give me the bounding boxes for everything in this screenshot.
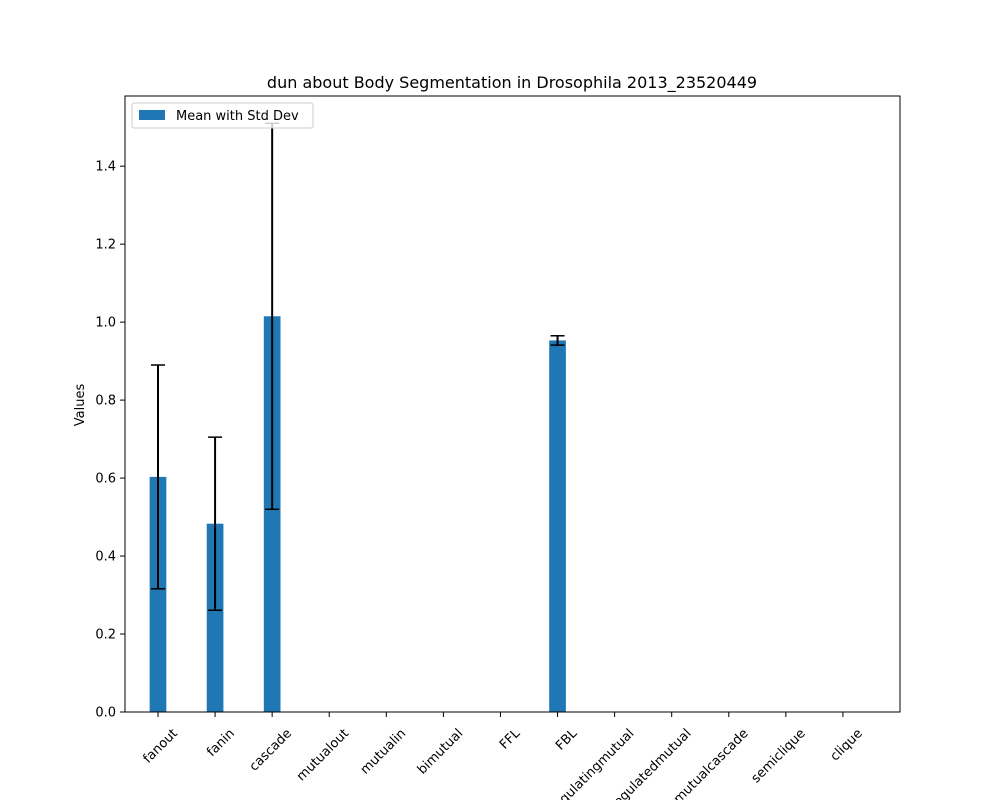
y-tick-label: 0.6 (95, 472, 116, 487)
chart-title: dun about Body Segmentation in Drosophil… (267, 73, 757, 93)
x-tick-label-mutualin: mutualin (358, 726, 409, 777)
x-tick-label-semiclique: semiclique (749, 726, 809, 786)
x-tick-label-mutualout: mutualout (294, 726, 352, 784)
bar-cascade (263, 316, 281, 712)
x-tick-label-FFL: FFL (497, 726, 524, 753)
bar-fanin (206, 523, 224, 712)
plot-frame (124, 95, 901, 713)
y-axis-label: Values (73, 384, 88, 427)
legend-swatch (139, 110, 165, 120)
y-tick-label: 0.8 (95, 394, 116, 409)
x-tick-label-fanin: fanin (204, 726, 238, 760)
y-tick-label: 1.4 (95, 160, 116, 175)
bar-fanout (149, 476, 167, 712)
bars-layer (149, 316, 566, 712)
legend-box (131, 102, 314, 129)
x-tick-label-clique: clique (828, 726, 866, 764)
y-tick-label: 0.2 (95, 628, 116, 643)
x-tick-label-bimutual: bimutual (415, 726, 466, 777)
x-axis: fanout fanin cascade mutualout mutualin bimut… (140, 712, 866, 800)
y-tick-label: 1.2 (95, 238, 116, 253)
y-tick-label: 1.0 (95, 316, 116, 331)
x-tick-label-fanout: fanout (140, 726, 180, 766)
y-tick-label: 0.4 (95, 550, 116, 565)
y-tick-label: 0.0 (95, 706, 116, 721)
bar-FBL (549, 340, 566, 712)
legend-label: Mean with Std Dev (176, 109, 299, 124)
y-axis: 0.0 0.2 0.4 0.6 0.8 1.0 1.2 1.4 (95, 160, 125, 721)
x-tick-label-FBL: FBL (553, 726, 581, 754)
legend: Mean with Std Dev (131, 102, 314, 129)
x-tick-label-cascade: cascade (247, 726, 295, 774)
